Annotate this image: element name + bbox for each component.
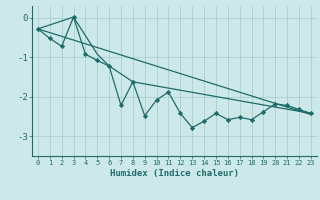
- X-axis label: Humidex (Indice chaleur): Humidex (Indice chaleur): [110, 169, 239, 178]
